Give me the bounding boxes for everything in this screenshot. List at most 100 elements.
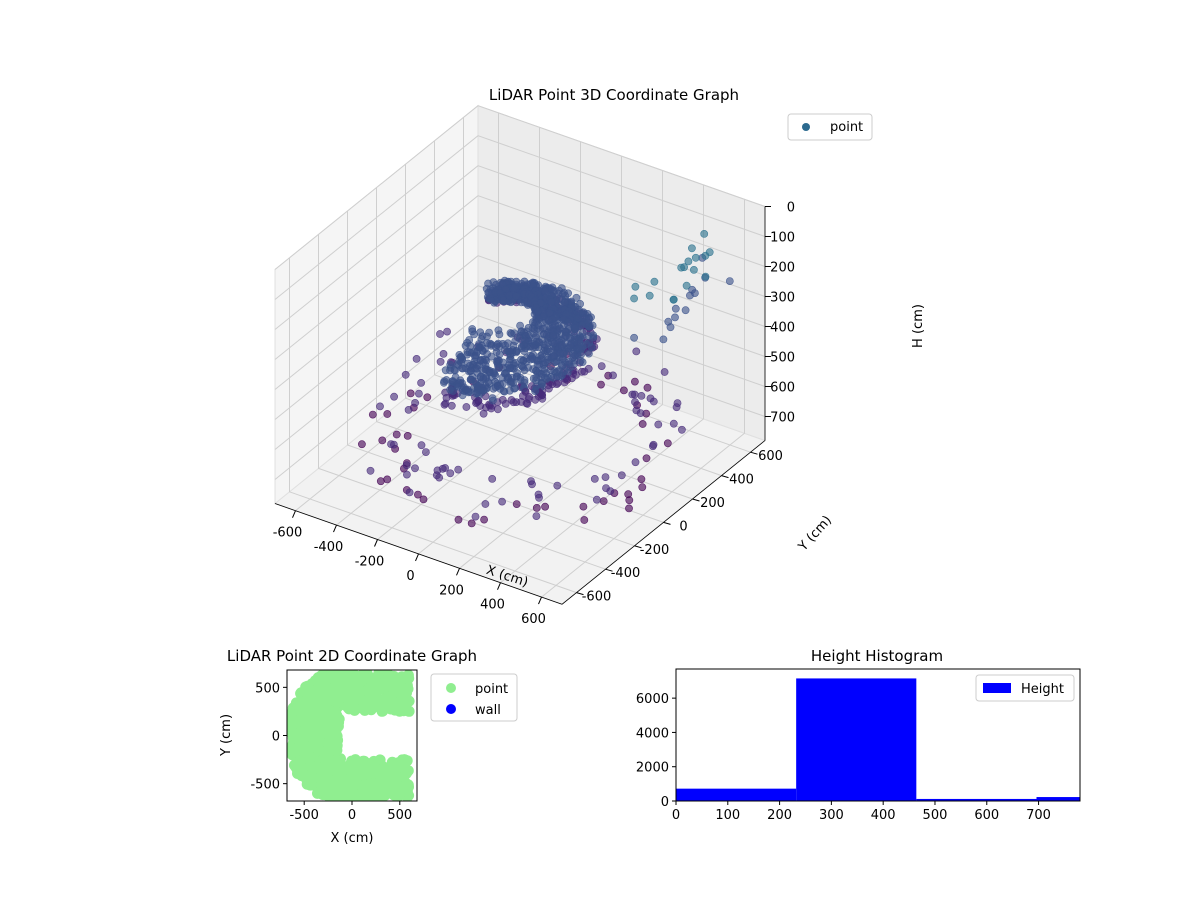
point-2d [359,704,371,716]
chart-3d-points [357,229,734,528]
point-3d [535,493,543,502]
point-3d [684,257,693,266]
point-2d [397,691,408,703]
point-3d [525,392,533,401]
point-3d [669,419,678,428]
tick-label-x: 700 [1026,808,1051,823]
tick-x [456,568,460,576]
point-3d [588,321,597,330]
point-2d [376,698,388,709]
lidar-3d-chart: LiDAR Point 3D Coordinate Graph -600 -400… [273,86,926,627]
point-2d [378,677,390,689]
gridline-x [500,184,704,584]
point-3d [462,403,471,411]
point-3d [677,263,686,272]
point-3d [510,283,519,292]
point-2d [398,705,410,717]
point-3d [419,495,428,504]
point-3d [555,300,564,309]
point-3d [628,390,637,399]
histogram-bar [916,798,1037,801]
tick-label-x: 400 [871,808,896,823]
tick-label-x: 400 [480,598,505,613]
tick-y [692,498,700,502]
point-2d [352,789,364,801]
point-3d [392,430,401,439]
point-3d [433,466,442,475]
point-3d [645,291,654,300]
tick-label-h: 600 [770,381,795,396]
gridline-h [274,225,766,390]
point-3d [669,295,678,304]
tick-label-y: -600 [582,590,612,605]
tick-label-y: 500 [255,681,280,696]
chart-2d-legend: point wall [430,673,518,722]
point-3d [436,357,445,366]
chart-3d-legend-label: point [830,120,863,135]
point-3d [585,349,593,358]
point-3d [532,503,541,512]
point-2d [287,732,299,744]
point-2d [347,670,359,679]
point-3d [574,314,583,323]
tick-x [333,524,337,533]
chart-3d-zlabel: H (cm) [911,304,926,348]
gridline-h [274,285,766,450]
point-3d [454,515,463,524]
histogram-bar [796,678,917,801]
point-3d [423,393,432,402]
point-3d [506,347,514,356]
point-3d [549,331,557,340]
point-3d [403,431,412,440]
tick-label-x: 600 [974,808,999,823]
point-3d [499,296,508,304]
point-3d [488,474,497,483]
tick-label-h: 700 [770,411,795,426]
point-2d [299,752,311,764]
point-2d [387,772,399,784]
point-3d [435,473,444,482]
point-3d [549,339,558,348]
tick-label-h: 100 [770,231,795,246]
tick-label-y: 200 [700,496,725,511]
point-3d [630,294,638,303]
gridline-x [459,170,663,569]
point-2d [288,718,300,730]
chart-3d-axes: -600 -400 -200 0 200 400 600 -600 -400 -200 0 200 40… [273,201,795,628]
point-3d [441,464,449,472]
point-2d [302,680,313,692]
tick-label-x: -400 [314,540,344,555]
gridline-y [434,140,722,477]
gridline-y [318,234,606,570]
point-2d [332,759,344,771]
point-3d [404,405,413,414]
point-3d [516,376,525,384]
point-3d [446,366,454,375]
tick-label-y: 600 [758,449,783,464]
point-3d [417,378,425,387]
point-3d [411,398,419,407]
point-2d [377,780,389,792]
chart-3d-grid [274,105,766,598]
tick-x [292,510,296,518]
point-3d [413,490,422,499]
point-3d [476,356,485,365]
tick-label-x: 0 [406,569,414,584]
tick-label-y: 6000 [636,692,669,707]
point-2d [337,791,349,801]
point-3d [472,364,481,373]
point-3d [417,441,426,450]
point-3d [411,464,419,473]
point-3d [643,383,652,392]
chart-2d-ylabel: Y (cm) [219,714,234,757]
point-3d [463,385,472,394]
tick-label-y: 0 [272,730,280,745]
point-3d [690,265,698,274]
tick-label-y: 400 [729,473,754,488]
point-3d [553,367,562,376]
histogram-ticks: 0 100 200 300 400 500 600 700 0 2000 4000 6000 [636,692,1051,823]
height-histogram-chart: Height Histogram 0 100 200 300 400 500 600 7000… [636,647,1081,823]
histogram-legend: Height [975,674,1075,702]
point-3d [625,504,633,513]
